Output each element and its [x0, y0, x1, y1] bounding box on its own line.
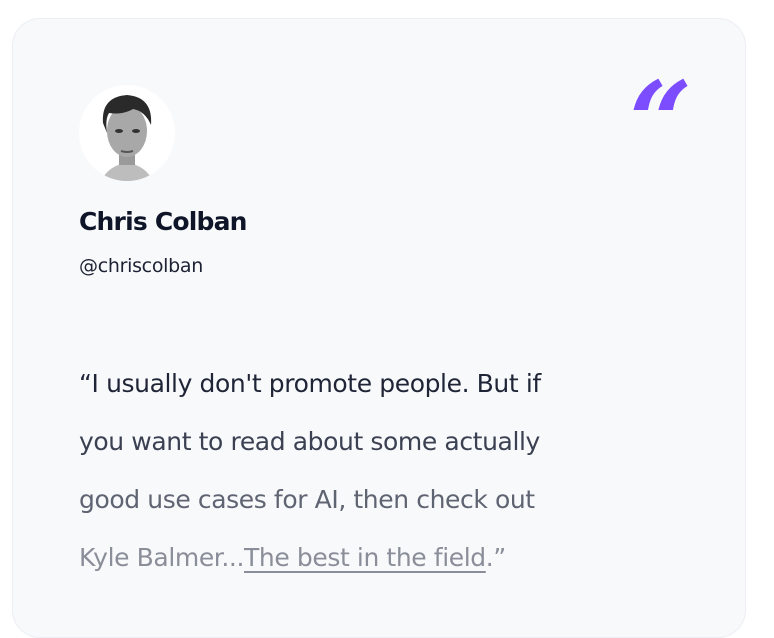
quote-line: good use cases for AI, then check out	[79, 485, 535, 514]
author-handle: @chriscolban	[79, 255, 203, 277]
testimonial-card: “ Chris Colban @chriscolban “I usually d…	[12, 18, 746, 638]
quote-line: you want to read about some actually	[79, 427, 540, 456]
quote-end: .”	[485, 543, 507, 572]
testimonial-quote: “I usually don't promote people. But if …	[79, 355, 541, 587]
best-in-field-link[interactable]: The best in the field	[244, 543, 486, 572]
quote-line: “I usually don't promote people. But if	[79, 369, 541, 398]
quote-mark-icon: “	[629, 57, 693, 186]
quote-text: Kyle Balmer...	[79, 543, 245, 572]
avatar	[79, 85, 175, 181]
quote-line: Kyle Balmer...The best in the field.”	[79, 529, 541, 587]
author-name: Chris Colban	[79, 207, 247, 236]
